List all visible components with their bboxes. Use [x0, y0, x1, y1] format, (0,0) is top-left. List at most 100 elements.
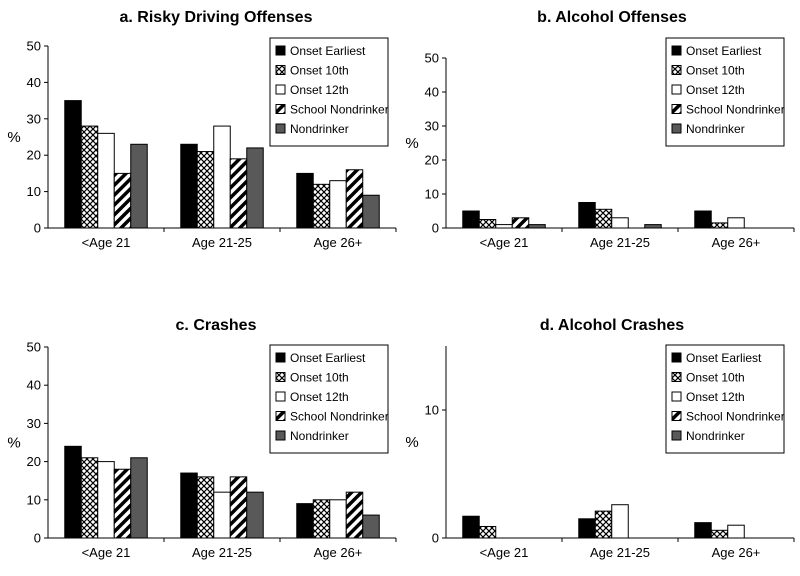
legend-box	[665, 344, 785, 454]
y-tick-label: 10	[425, 403, 439, 418]
legend-swatch	[275, 430, 286, 441]
y-tick-label: 20	[425, 153, 439, 168]
chart-title: b. Alcohol Offenses	[537, 9, 687, 26]
bar	[80, 457, 99, 539]
legend-swatch	[671, 123, 682, 134]
bar	[478, 525, 497, 539]
x-tick-label: Age 21-25	[192, 235, 252, 250]
bar	[113, 468, 132, 539]
chart-panel-1: a. Risky Driving Offenses% 0 10 20 30 40 50 <Ag…	[7, 9, 397, 250]
y-axis-label: %	[405, 135, 418, 152]
bar	[578, 202, 596, 229]
x-tick-label: Age 21-25	[590, 545, 650, 560]
y-axis-label: %	[7, 435, 20, 452]
bar	[213, 125, 231, 229]
legend-box	[269, 37, 389, 147]
bar	[611, 217, 629, 229]
legend-swatch	[671, 391, 682, 402]
bar	[345, 491, 364, 539]
y-tick-label: 10	[27, 492, 41, 507]
legend-label: Nondrinker	[686, 429, 745, 443]
bar	[113, 172, 132, 229]
bar	[329, 499, 347, 539]
legend-label: Onset 10th	[686, 64, 745, 78]
x-tick-label: Age 26+	[712, 235, 761, 250]
bar	[180, 472, 198, 539]
bar	[296, 172, 314, 229]
y-tick-label: 0	[432, 221, 439, 236]
y-tick-label: 0	[34, 531, 41, 546]
bar	[312, 499, 331, 539]
bar	[196, 476, 215, 539]
x-tick-label: Age 26+	[712, 545, 761, 560]
legend-label: School Nondrinker	[290, 103, 389, 117]
legend-label: Onset 10th	[290, 371, 349, 385]
x-tick-label: Age 26+	[314, 545, 363, 560]
bar	[345, 169, 364, 229]
bar	[312, 183, 331, 229]
chart-title: d. Alcohol Crashes	[540, 317, 684, 334]
bar	[64, 100, 82, 229]
y-tick-label: 10	[27, 184, 41, 199]
bar	[578, 518, 596, 539]
legend-swatch	[275, 84, 286, 95]
bar	[462, 210, 480, 229]
legend: Onset Earliest Onset 10th Onset 12th School…	[269, 344, 389, 454]
bar	[511, 217, 530, 229]
legend-label: Nondrinker	[290, 122, 349, 136]
legend-label: Onset 12th	[686, 83, 745, 97]
legend-swatch	[671, 104, 682, 114]
bar	[130, 143, 148, 229]
bar	[229, 476, 248, 539]
bar	[727, 524, 745, 539]
y-axis-label: %	[7, 129, 20, 146]
bar	[229, 158, 248, 229]
legend-label: Onset 12th	[290, 390, 349, 404]
legend-swatch	[275, 372, 286, 382]
bar	[694, 210, 712, 229]
y-tick-label: 20	[27, 148, 41, 163]
y-tick-label: 40	[27, 75, 41, 90]
bar	[329, 180, 347, 229]
bar	[213, 491, 231, 539]
legend-swatch	[671, 372, 682, 382]
y-tick-label: 20	[27, 454, 41, 469]
legend-swatch	[671, 65, 682, 75]
bar	[694, 522, 712, 539]
legend-swatch	[275, 123, 286, 134]
legend-box	[665, 37, 785, 147]
legend-label: Nondrinker	[686, 122, 745, 136]
legend-swatch	[671, 84, 682, 95]
y-axis-label: %	[405, 434, 418, 451]
x-tick-label: Age 21-25	[192, 545, 252, 560]
legend-swatch	[275, 65, 286, 75]
legend-label: Onset 12th	[686, 390, 745, 404]
x-tick-label: <Age 21	[480, 545, 529, 560]
bar	[710, 529, 729, 539]
legend: Onset Earliest Onset 10th Onset 12th School…	[665, 344, 785, 454]
legend: Onset Earliest Onset 10th Onset 12th School…	[665, 37, 785, 147]
legend-swatch	[275, 391, 286, 402]
legend-swatch	[275, 352, 286, 363]
y-tick-label: 40	[425, 85, 439, 100]
bar	[611, 504, 629, 539]
legend-label: Onset 12th	[290, 83, 349, 97]
bar	[594, 510, 613, 539]
bar	[495, 224, 513, 229]
legend-label: Onset 10th	[686, 371, 745, 385]
legend: Onset Earliest Onset 10th Onset 12th School…	[269, 37, 389, 147]
bar	[644, 224, 662, 229]
legend-label: Onset 10th	[290, 64, 349, 78]
legend-label: School Nondrinker	[686, 103, 785, 117]
legend-swatch	[671, 352, 682, 363]
x-tick-label: <Age 21	[82, 235, 131, 250]
bar	[528, 224, 546, 229]
bar	[246, 147, 264, 229]
chart-panel-4: d. Alcohol Crashes% 0 10 <Age 21 Age 21-25 Ag…	[405, 317, 795, 560]
y-tick-label: 30	[27, 416, 41, 431]
bar	[246, 491, 264, 539]
chart-title: a. Risky Driving Offenses	[120, 9, 313, 26]
y-tick-label: 30	[27, 111, 41, 126]
legend-label: Onset Earliest	[290, 44, 366, 58]
